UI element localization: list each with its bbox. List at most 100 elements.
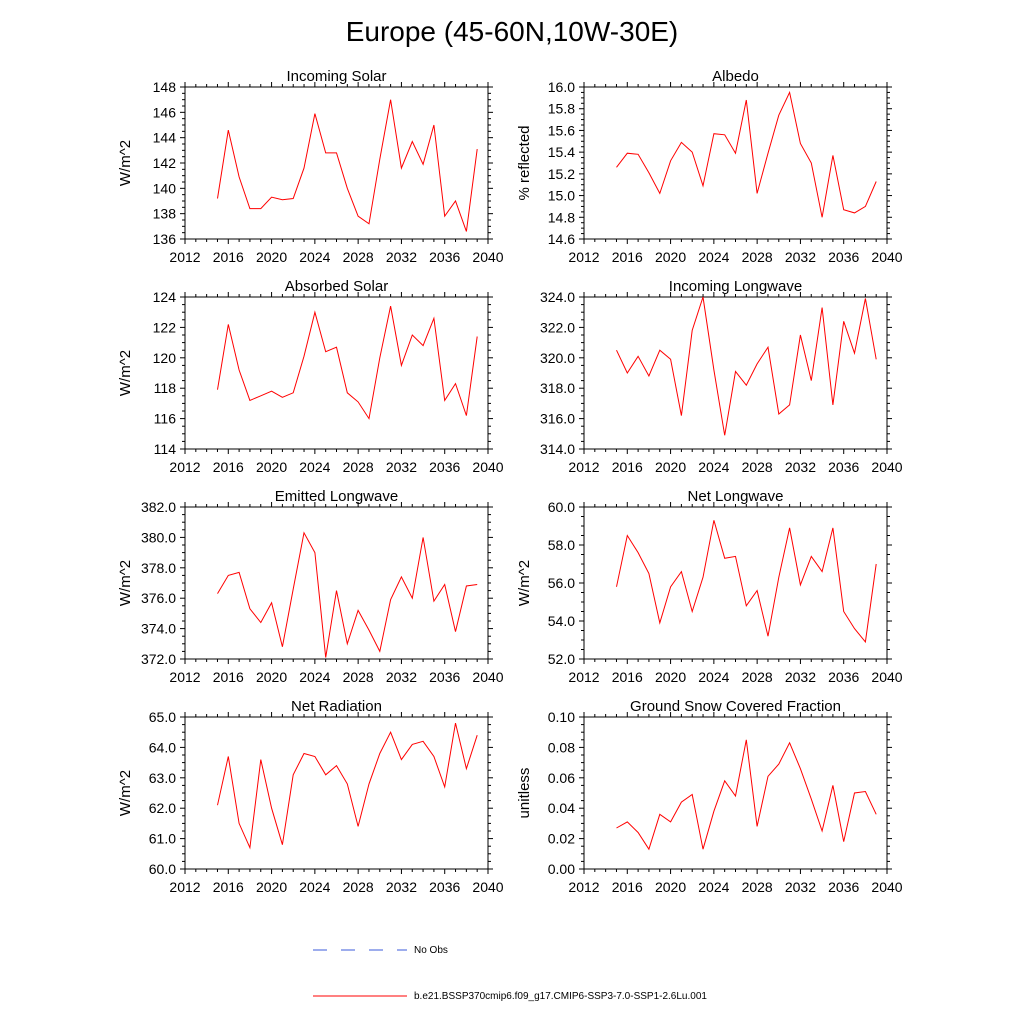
chart-panel: Albedo 2012 2016 2020 2024 2028 2032 2036 2040 14… — [516, 68, 903, 265]
data-point — [260, 622, 262, 624]
y-tick-label: 136 — [153, 231, 177, 247]
data-point — [227, 129, 229, 131]
y-tick-label: 124 — [153, 289, 177, 305]
data-point — [670, 586, 672, 588]
x-tick-label: 2012 — [568, 879, 599, 895]
x-tick-label: 2024 — [698, 249, 729, 265]
data-point — [680, 571, 682, 573]
data-point — [659, 813, 661, 815]
data-point — [767, 346, 769, 348]
y-tick-label: 61.0 — [149, 831, 176, 847]
x-tick-label: 2024 — [698, 669, 729, 685]
x-tick-label: 2028 — [343, 669, 374, 685]
data-point — [281, 646, 283, 648]
data-point — [346, 392, 348, 394]
data-point — [227, 574, 229, 576]
data-point — [465, 585, 467, 587]
data-point — [292, 588, 294, 590]
data-point — [767, 152, 769, 154]
data-point — [843, 841, 845, 843]
data-point — [303, 167, 305, 169]
data-point — [756, 363, 758, 365]
x-tick-label: 2024 — [299, 879, 330, 895]
data-point — [444, 215, 446, 217]
data-point — [637, 355, 639, 357]
x-tick-label: 2020 — [256, 879, 287, 895]
data-point — [626, 152, 628, 154]
data-point — [745, 739, 747, 741]
data-point — [433, 317, 435, 319]
data-point — [455, 631, 457, 633]
plot-frame — [583, 716, 888, 870]
series-line — [616, 520, 877, 644]
data-point — [648, 848, 650, 850]
chart-panel: Net Longwave 2012 2016 2020 2024 2028 2032 2036… — [516, 488, 903, 685]
data-point — [724, 780, 726, 782]
y-tick-label: 60.0 — [548, 499, 575, 515]
panel-title: Net Radiation — [291, 698, 382, 715]
data-point — [400, 364, 402, 366]
data-point — [271, 390, 273, 392]
data-point — [325, 774, 327, 776]
y-axis-label: W/m^2 — [117, 140, 134, 186]
data-point — [379, 357, 381, 359]
data-point — [357, 825, 359, 827]
data-point — [422, 740, 424, 742]
x-tick-label: 2032 — [785, 249, 816, 265]
x-tick-label: 2020 — [256, 249, 287, 265]
chart-panel: Incoming Solar 2012 2016 2020 2024 2028 2032 20… — [117, 68, 504, 265]
x-tick-label: 2020 — [655, 249, 686, 265]
data-point — [778, 114, 780, 116]
x-tick-label: 2028 — [742, 879, 773, 895]
y-tick-label: 374.0 — [141, 621, 176, 637]
x-tick-label: 2020 — [655, 879, 686, 895]
data-point — [411, 334, 413, 336]
y-tick-label: 318.0 — [540, 380, 575, 396]
data-point — [670, 358, 672, 360]
y-tick-label: 0.04 — [548, 800, 575, 816]
x-tick-label: 2016 — [213, 249, 244, 265]
data-point — [465, 230, 467, 232]
data-point — [735, 555, 737, 557]
x-tick-label: 2024 — [299, 459, 330, 475]
data-point — [615, 827, 617, 829]
y-tick-label: 324.0 — [540, 289, 575, 305]
data-point — [368, 783, 370, 785]
data-point — [346, 643, 348, 645]
data-point — [390, 99, 392, 101]
data-point — [325, 152, 327, 154]
data-point — [875, 358, 877, 360]
data-point — [325, 656, 327, 658]
data-point — [238, 822, 240, 824]
x-tick-label: 2040 — [472, 459, 503, 475]
data-point — [249, 608, 251, 610]
data-point — [854, 352, 856, 354]
x-tick-label: 2032 — [386, 249, 417, 265]
data-point — [615, 349, 617, 351]
data-point — [745, 605, 747, 607]
x-tick-label: 2032 — [785, 669, 816, 685]
data-point — [659, 349, 661, 351]
data-point — [810, 380, 812, 382]
data-point — [648, 375, 650, 377]
x-tick-label: 2024 — [299, 249, 330, 265]
data-point — [670, 821, 672, 823]
data-point — [368, 418, 370, 420]
y-tick-label: 382.0 — [141, 499, 176, 515]
data-point — [810, 798, 812, 800]
plot-frame — [184, 86, 489, 240]
data-point — [724, 434, 726, 436]
chart-panel: Net Radiation 2012 2016 2020 2024 2028 2032 203… — [117, 698, 504, 895]
legend: No Obs b.e21.BSSP370cmip6.f09_g17.CMIP6-… — [313, 945, 707, 1002]
data-point — [216, 593, 218, 595]
x-tick-label: 2012 — [568, 249, 599, 265]
series-line — [217, 722, 478, 850]
data-point — [476, 148, 478, 150]
x-tick-label: 2036 — [828, 669, 859, 685]
data-point — [691, 794, 693, 796]
y-tick-label: 60.0 — [149, 861, 176, 877]
data-point — [390, 305, 392, 307]
x-tick-label: 2016 — [612, 249, 643, 265]
x-tick-label: 2020 — [655, 459, 686, 475]
plot-frame — [583, 506, 888, 660]
